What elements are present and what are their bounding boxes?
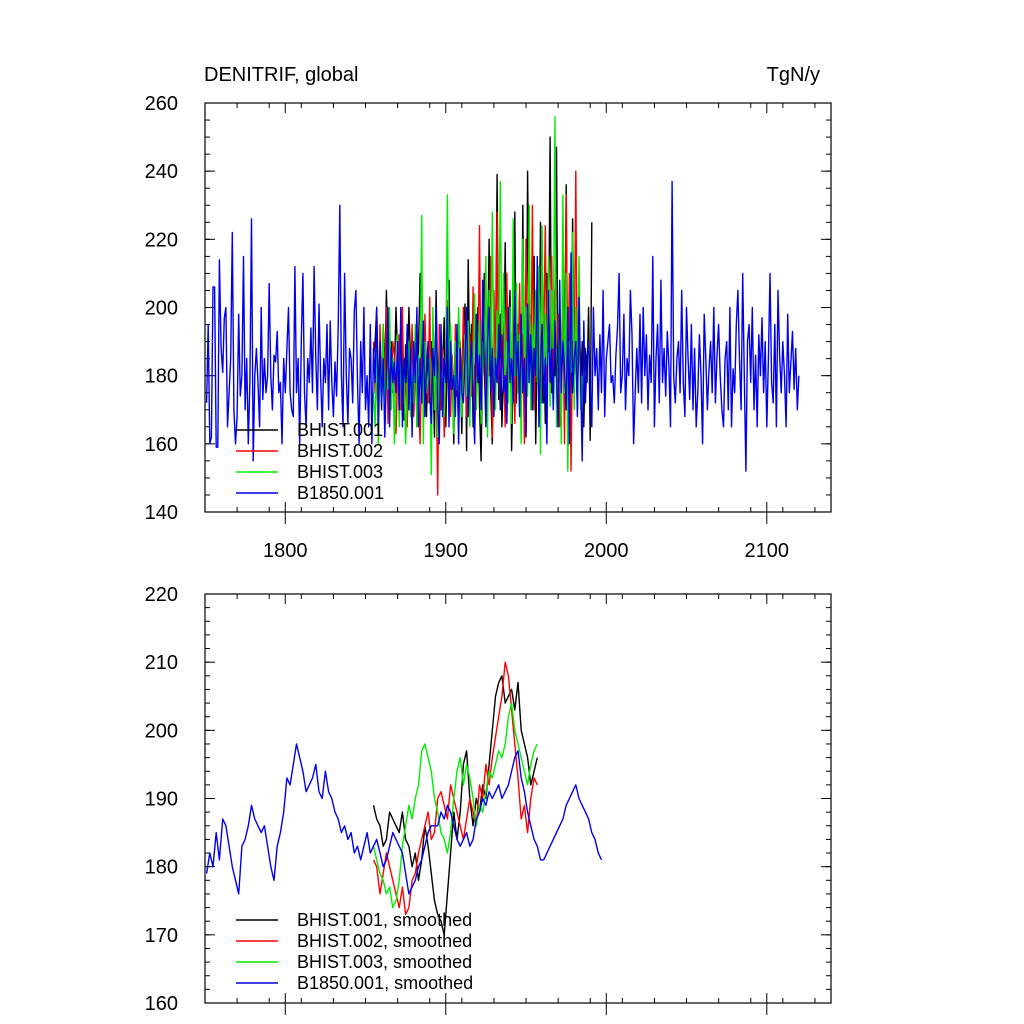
x-tick-label: 2100: [745, 540, 790, 562]
legend-label-b1850-001-smoothed: B1850.001, smoothed: [297, 973, 473, 993]
legend-label-bhist-003-smoothed: BHIST.003, smoothed: [297, 952, 472, 972]
legend-label-bhist-001: BHIST.001: [297, 420, 383, 440]
units-label: TgN/y: [767, 64, 820, 86]
legend-top: BHIST.001 BHIST.002 BHIST.003 B1850.001: [236, 420, 384, 503]
y-tick-label: 220: [145, 584, 178, 606]
legend-label-bhist-002-smoothed: BHIST.002, smoothed: [297, 931, 472, 951]
y-tick-label: 180: [145, 366, 178, 388]
y-tick-label: 180: [145, 857, 178, 879]
legend-label-bhist-003: BHIST.003: [297, 462, 383, 482]
legend-label-bhist-001-smoothed: BHIST.001, smoothed: [297, 910, 472, 930]
y-tick-label: 200: [145, 298, 178, 320]
bottom-panel: 160 170 180 190 200 210 220 BHIST.001, smoothe…: [145, 584, 832, 1015]
y-tick-label: 240: [145, 161, 178, 183]
legend-label-b1850-001: B1850.001: [297, 483, 384, 503]
y-tick-label: 260: [145, 93, 178, 115]
legend-bottom: BHIST.001, smoothed BHIST.002, smoothed …: [236, 910, 473, 993]
top-panel: DENITRIF, global TgN/y 140 160 180 200 220 24…: [145, 64, 832, 562]
series-line-b1850-001-smoothed: [205, 743, 603, 895]
series-line-b1850-001: [205, 180, 800, 472]
y-tick-label: 220: [145, 229, 178, 251]
y-tick-label: 170: [145, 925, 178, 947]
y-tick-label: 190: [145, 789, 178, 811]
series-line-bhist-002-smoothed: [372, 661, 538, 916]
y-tick-label: 160: [145, 434, 178, 456]
series-line-bhist-003-smoothed: [372, 702, 538, 909]
y-tick-label: 210: [145, 652, 178, 674]
legend-label-bhist-002: BHIST.002: [297, 441, 383, 461]
panel-title: DENITRIF, global: [204, 64, 359, 86]
x-tick-label: 2000: [584, 540, 629, 562]
y-tick-label: 200: [145, 720, 178, 742]
x-tick-label: 1800: [263, 540, 308, 562]
x-tick-label: 1900: [424, 540, 469, 562]
y-tick-label: 140: [145, 502, 178, 524]
y-tick-label: 160: [145, 993, 178, 1015]
